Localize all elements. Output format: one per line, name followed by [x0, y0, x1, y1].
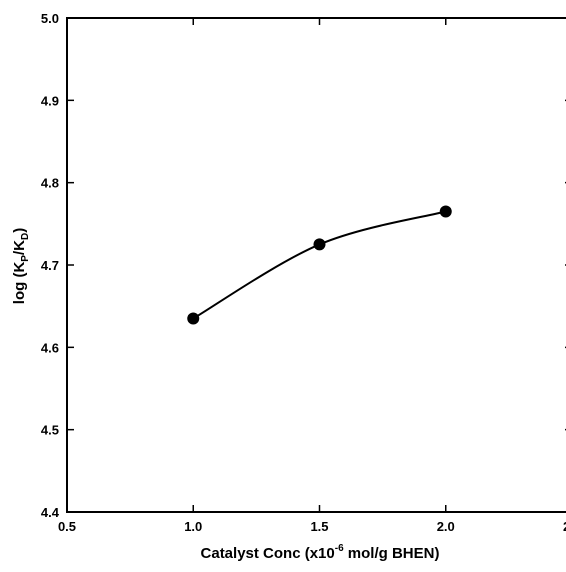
y-axis-title-suffix: ) — [11, 228, 28, 233]
x-tick-label: 2.0 — [437, 519, 455, 534]
x-tick-label: 1.0 — [184, 519, 202, 534]
x-tick-label: 0.5 — [58, 519, 76, 534]
series-line — [192, 210, 447, 320]
y-axis-title-prefix: log (K — [11, 262, 28, 305]
y-tick-label: 4.4 — [41, 505, 60, 520]
y-axis-title-sub1: P — [20, 255, 31, 262]
y-tick-label: 5.0 — [41, 11, 59, 26]
x-axis-tick-labels: 0.5 1.0 1.5 2.0 2.5 — [58, 519, 566, 534]
plot-area-frame — [66, 17, 566, 513]
y-tick-label: 4.9 — [41, 93, 59, 108]
y-axis-title-sub2: D — [20, 233, 31, 240]
data-point — [439, 205, 452, 218]
y-tick-label: 4.6 — [41, 340, 59, 355]
x-tick-label: 1.5 — [310, 519, 328, 534]
x-axis-title: Catalyst Conc (x10-6 mol/g BHEN) — [201, 543, 440, 562]
x-axis-title-suffix: mol/g BHEN) — [344, 545, 440, 562]
y-tick-label: 4.8 — [41, 176, 59, 191]
data-point — [187, 312, 200, 325]
y-axis-tick-labels: 4.4 4.5 4.6 4.7 4.8 4.9 5.0 — [41, 11, 60, 520]
y-tick-label: 4.5 — [41, 423, 59, 438]
y-axis-title: log (KP/KD) — [11, 228, 31, 304]
y-axis-title-middle: /K — [11, 240, 28, 255]
x-axis-title-prefix: Catalyst Conc (x10 — [201, 545, 335, 562]
x-axis-title-exponent: -6 — [335, 543, 344, 554]
data-points — [187, 205, 452, 325]
x-tick-label: 2.5 — [563, 519, 566, 534]
y-tick-label: 4.7 — [41, 258, 59, 273]
axis-ticks — [66, 17, 566, 513]
data-point — [313, 238, 326, 251]
